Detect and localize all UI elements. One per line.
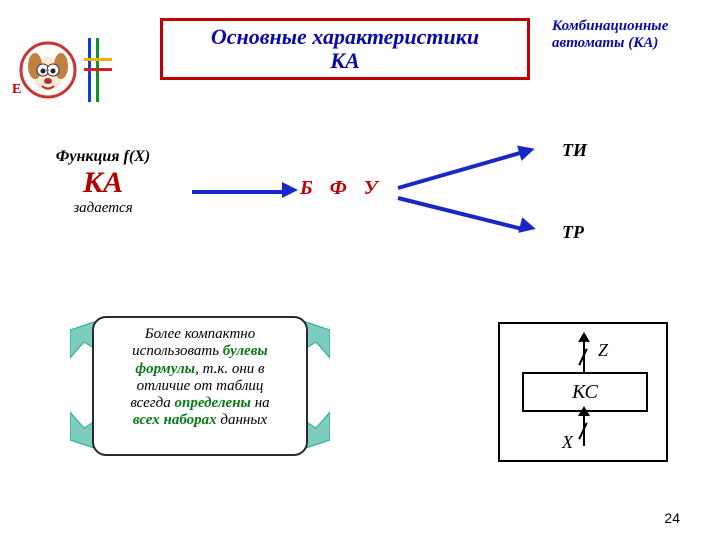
banner-line2: использовать булевы: [104, 343, 296, 360]
banner-line5: всегда определены на: [104, 395, 296, 412]
ti-node: ТИ: [562, 140, 587, 161]
title-line1: Основные характеристики: [163, 25, 527, 49]
arrow-shaft: [397, 151, 521, 190]
banner-line4: отличие от таблиц: [104, 378, 296, 395]
arrow-shaft: [192, 190, 284, 194]
arrow-shaft: [398, 196, 523, 231]
function-label: Функция f(X): [28, 148, 178, 166]
banner-line3: формулы, т.к. они в: [104, 361, 296, 378]
banner: Более компактно использовать булевы форм…: [70, 300, 330, 470]
ka-large: КА: [28, 166, 178, 200]
title-line2: КА: [163, 49, 527, 73]
subtitle-line1: Комбинационные: [552, 18, 712, 35]
zad-label: задается: [28, 200, 178, 217]
arrow-head-icon: [518, 217, 537, 236]
kc-schematic: Z КС X: [498, 322, 668, 462]
banner-line6: всех наборах данных: [104, 412, 296, 429]
tr-node: ТР: [562, 222, 584, 243]
bfu-node: Б Ф У: [300, 177, 384, 200]
logo: E: [18, 38, 88, 102]
banner-body: Более компактно использовать булевы форм…: [92, 316, 308, 456]
page-number: 24: [664, 510, 680, 526]
kc-x-label: X: [562, 432, 573, 453]
kc-z-label: Z: [598, 340, 608, 361]
dog-logo-icon: [18, 38, 88, 102]
subtitle: Комбинационные автоматы (КА): [552, 18, 712, 53]
title-box: Основные характеристики КА: [160, 18, 530, 80]
banner-line1: Более компактно: [104, 326, 296, 343]
arrow-head-icon: [517, 141, 537, 161]
subtitle-line2: автоматы (КА): [552, 35, 712, 52]
arrow-head-icon: [282, 182, 298, 198]
logo-lines-icon: [84, 38, 112, 102]
logo-letter: E: [12, 82, 21, 98]
left-stack: Функция f(X) КА задается: [28, 148, 178, 217]
